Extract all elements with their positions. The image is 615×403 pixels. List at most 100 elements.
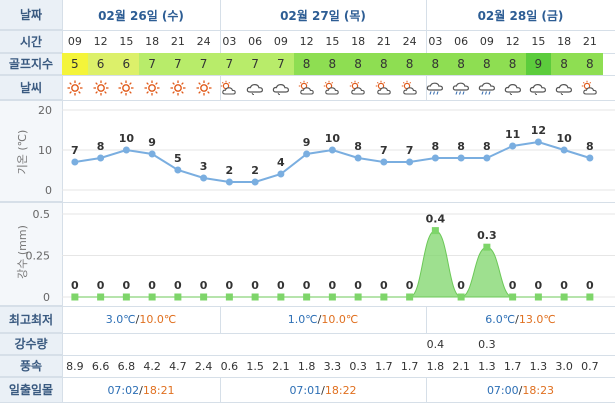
wind-cell: 2.4 xyxy=(194,359,213,373)
rain-data-label: 0 xyxy=(303,279,311,292)
rain-data-label: 0 xyxy=(123,279,131,292)
partly-cloudy-icon xyxy=(345,75,371,100)
wind-cell: 1.7 xyxy=(503,359,522,373)
temp-data-label: 8 xyxy=(97,140,105,153)
hour-cell: 21 xyxy=(170,35,185,48)
rain-data-label: 0 xyxy=(380,279,388,292)
temp-point xyxy=(200,174,208,182)
rain-tick-label: 0 xyxy=(43,291,50,304)
temp-data-label: 9 xyxy=(303,136,311,149)
temp-tick-label: 20 xyxy=(38,104,52,117)
rain-point xyxy=(225,293,233,301)
temp-point xyxy=(534,138,542,146)
cloud-rain-icon xyxy=(423,75,449,100)
rain-point xyxy=(174,293,182,301)
temp-point xyxy=(354,154,362,162)
hour-cell: 18 xyxy=(145,35,160,48)
min-temp-day-1: 3.0℃ xyxy=(105,313,136,326)
golf-index-cell: 8 xyxy=(319,53,346,75)
wind-cell: 1.3 xyxy=(529,359,548,373)
temp-data-label: 3 xyxy=(200,160,208,173)
time-header: 시간 xyxy=(0,30,62,53)
hour-cell: 03 xyxy=(428,35,443,48)
precip-cell xyxy=(320,333,346,355)
sun-icon xyxy=(139,75,165,100)
temp-point xyxy=(457,154,465,162)
golf-index-cell: 8 xyxy=(474,53,500,75)
wind-cell: 1.8 xyxy=(297,359,316,373)
temp-point xyxy=(71,158,79,166)
precip-cell xyxy=(500,333,526,355)
partly-cloudy-icon xyxy=(294,75,320,100)
wind-cell: 2.1 xyxy=(272,359,290,373)
sun-day-1: 07:02/18:21 xyxy=(107,383,175,397)
minmax-day-3: 6.0℃/13.0℃ xyxy=(485,313,556,326)
rain-point xyxy=(277,293,285,301)
golf-index-cell: 8 xyxy=(551,53,577,75)
wind-cell: 3.3 xyxy=(323,359,342,373)
rain-tick-label: 0.5 xyxy=(33,208,51,221)
cloud-icon xyxy=(500,75,526,100)
rain-point xyxy=(122,293,130,301)
temp-data-label: 10 xyxy=(556,132,572,145)
hour-cell: 12 xyxy=(299,35,314,48)
golf-index-cell: 8 xyxy=(396,53,423,75)
partly-cloudy-icon xyxy=(371,75,397,100)
rain-data-label: 0 xyxy=(457,279,465,292)
hour-cell: 18 xyxy=(351,35,366,48)
rain-header-cell xyxy=(0,202,62,306)
rain-point xyxy=(380,293,388,301)
max-temp-day-3: 13.0℃ xyxy=(518,313,556,326)
temp-point xyxy=(380,158,388,166)
precip-cell xyxy=(294,333,320,355)
wind-cell: 8.9 xyxy=(66,359,84,373)
golf-index-cell: 7 xyxy=(216,53,243,75)
precip-cell xyxy=(139,333,165,355)
temp-data-label: 8 xyxy=(354,140,362,153)
precip-cell xyxy=(217,333,243,355)
golf-index-cell: 8 xyxy=(577,53,603,75)
rain-point xyxy=(97,293,105,301)
min-temp-day-3: 6.0℃ xyxy=(485,313,516,326)
temp-data-label: 5 xyxy=(174,152,182,165)
date-day-2: 02월 27일 (목) xyxy=(280,8,366,23)
precip-cell xyxy=(526,333,552,355)
rain-point xyxy=(534,293,542,301)
hour-cell: 24 xyxy=(196,35,211,48)
sunrise-day-3: 07:00 xyxy=(486,383,519,397)
temp-point xyxy=(560,146,568,154)
partly-cloudy-icon xyxy=(577,75,603,100)
rain-data-label: 0 xyxy=(354,279,362,292)
rain-point xyxy=(457,293,465,301)
precip-cell xyxy=(551,333,577,355)
rain-data-label: 0.4 xyxy=(426,213,446,226)
golf-index-cell: 5 xyxy=(62,53,88,75)
rain-point xyxy=(483,243,491,251)
wind-cell: 4.2 xyxy=(143,359,161,373)
precip-cell xyxy=(448,333,474,355)
rain-axis-label: 강수 (mm) xyxy=(16,225,29,279)
precip-cell: 0.3 xyxy=(478,337,496,351)
partly-cloudy-icon xyxy=(217,75,243,100)
temp-tick-label: 0 xyxy=(45,184,52,197)
wind-header: 풍속 xyxy=(0,355,62,377)
hour-cell: 15 xyxy=(325,35,340,48)
golf-index-cell: 7 xyxy=(165,53,191,75)
temp-data-label: 10 xyxy=(119,132,135,145)
temp-data-label: 10 xyxy=(325,132,341,145)
wind-cell: 1.7 xyxy=(400,359,419,373)
hour-cell: 06 xyxy=(454,35,469,48)
rain-tick-label: 0.25 xyxy=(26,250,51,263)
temp-point xyxy=(122,146,130,154)
golf-index-cell: 7 xyxy=(242,53,268,75)
hour-cell: 18 xyxy=(557,35,572,48)
date-day-3: 02월 28일 (금) xyxy=(477,8,564,23)
rain-point xyxy=(148,293,156,301)
golf-index-cell: 8 xyxy=(371,53,397,75)
hour-cell: 12 xyxy=(505,35,520,48)
temp-point xyxy=(509,142,517,150)
precip-cell xyxy=(577,333,603,355)
precip-header: 강수량 xyxy=(0,333,62,355)
weather-header: 날씨 xyxy=(0,75,62,100)
